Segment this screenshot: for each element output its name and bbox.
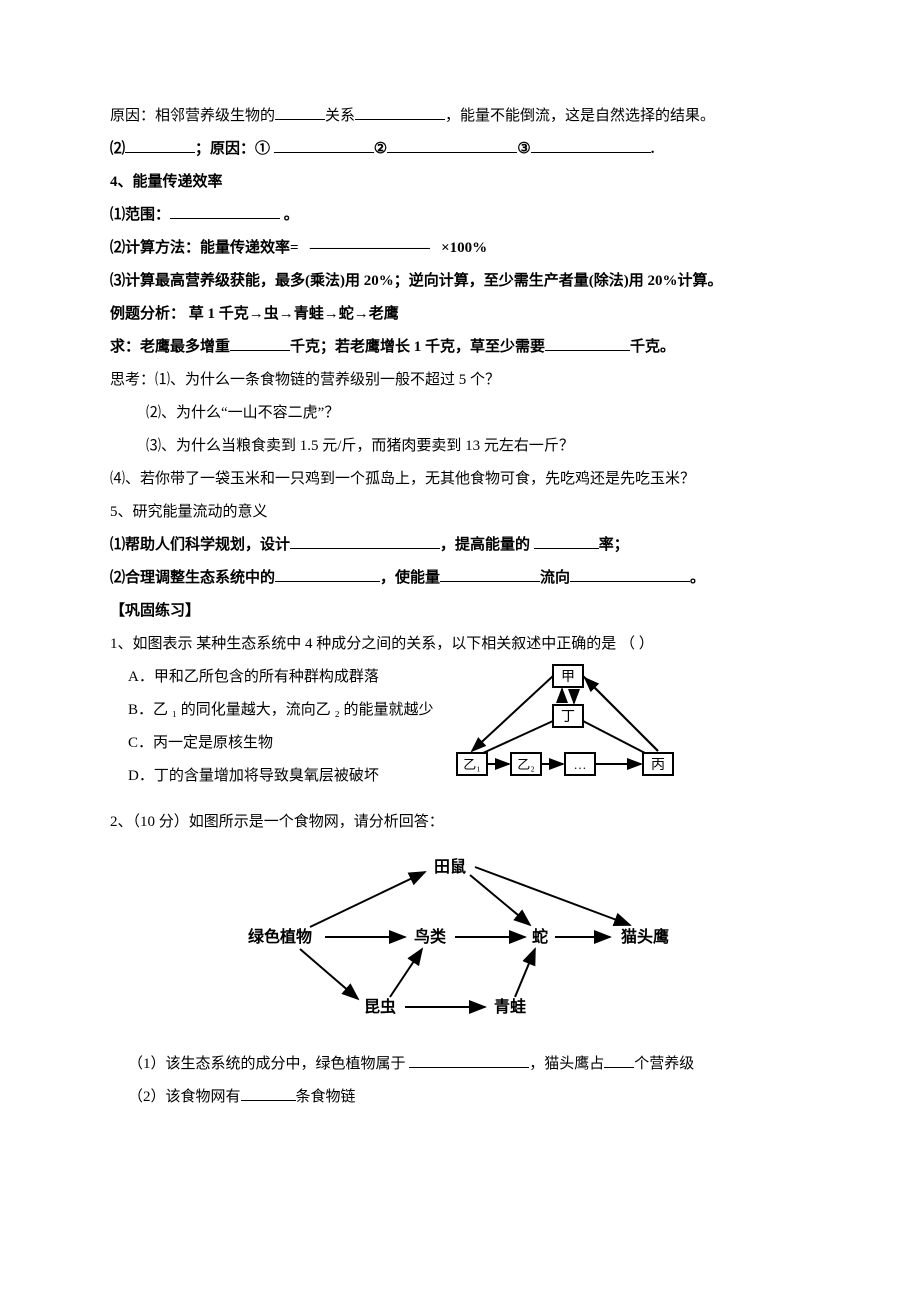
blank xyxy=(440,566,540,582)
blank xyxy=(274,137,374,153)
blank xyxy=(275,566,380,582)
svg-text:丙: 丙 xyxy=(651,758,665,773)
svg-text:甲: 甲 xyxy=(561,670,575,685)
practice-title: 【巩固练习】 xyxy=(110,595,810,628)
blank xyxy=(170,203,280,219)
svg-text:昆虫: 昆虫 xyxy=(364,997,396,1016)
q2-stem: 2、（10 分）如图所示是一个食物网，请分析回答： xyxy=(110,806,810,839)
text: 求：老鹰最多增重 xyxy=(110,339,230,355)
blank xyxy=(241,1085,296,1101)
q1-option-c: C．丙一定是原核生物 xyxy=(110,727,433,760)
food-web-diagram: 绿色植物 田鼠 鸟类 昆虫 青蛙 蛇 猫头鹰 xyxy=(110,847,810,1040)
text: （1）该生态系统的成分中，绿色植物属于 xyxy=(128,1056,409,1072)
blank xyxy=(570,566,690,582)
svg-text:鸟类: 鸟类 xyxy=(414,927,447,946)
think-q4: ⑷、若你带了一袋玉米和一只鸡到一个孤岛上，无其他食物可食，先吃鸡还是先吃玉米？ xyxy=(110,463,810,496)
heading-4: 4、能量传递效率 xyxy=(110,166,810,199)
q1-option-b: B．乙 ₁ 的同化量越大，流向乙 ₂ 的能量就越少 xyxy=(110,694,433,727)
text: 个营养级 xyxy=(634,1056,694,1072)
text: 千克；若老鹰增长 1 千克，草至少需要 xyxy=(290,339,545,355)
text: 率； xyxy=(599,537,629,553)
text: ⑴范围： xyxy=(110,207,170,223)
text: 。 xyxy=(284,207,299,223)
text: ⑵合理调整生态系统中的 xyxy=(110,570,275,586)
text: 。 xyxy=(690,570,705,586)
blank xyxy=(290,533,440,549)
blank xyxy=(275,104,325,120)
q1-option-a: A．甲和乙所包含的所有种群构成群落 xyxy=(110,661,433,694)
fraction-line: ———————— xyxy=(310,240,430,256)
text: ⑵ xyxy=(110,141,125,157)
blank xyxy=(534,533,599,549)
text: 条食物链 xyxy=(296,1089,356,1105)
text: ，提高能量的 xyxy=(440,537,530,553)
text: ② xyxy=(374,141,387,157)
svg-text:蛇: 蛇 xyxy=(532,927,548,946)
text: ，能量不能倒流，这是自然选择的结果。 xyxy=(445,108,715,124)
text: ×100% xyxy=(441,240,487,256)
text: ③ xyxy=(517,141,530,157)
q1-diagram: 甲 丁 乙₁ 乙₂ … 丙 xyxy=(453,661,683,794)
svg-text:田鼠: 田鼠 xyxy=(434,857,466,876)
q1-stem: 1、如图表示 某种生态系统中 4 种成分之间的关系，以下相关叙述中正确的是 （ … xyxy=(110,628,810,661)
text: 关系 xyxy=(325,108,355,124)
text: ，猫头鹰占 xyxy=(529,1056,604,1072)
svg-text:丁: 丁 xyxy=(561,710,575,725)
svg-text:绿色植物: 绿色植物 xyxy=(248,927,312,946)
blank xyxy=(230,335,290,351)
text: 千克。 xyxy=(630,339,675,355)
text: ⑵计算方法：能量传递效率= xyxy=(110,240,299,256)
think-q1: 思考：⑴、为什么一条食物链的营养级别一般不超过 5 个？ xyxy=(110,364,810,397)
blank xyxy=(387,137,517,153)
blank xyxy=(531,137,651,153)
blank xyxy=(409,1052,529,1068)
svg-text:…: … xyxy=(574,757,587,772)
text: . xyxy=(651,141,655,157)
text: ，使能量 xyxy=(380,570,440,586)
heading-5: 5、研究能量流动的意义 xyxy=(110,496,810,529)
text: 原因：相邻营养级生物的 xyxy=(110,108,275,124)
svg-text:乙₂: 乙₂ xyxy=(518,757,536,772)
q1-option-d: D．丁的含量增加将导致臭氧层被破坏 xyxy=(110,760,433,793)
blank xyxy=(125,137,195,153)
blank xyxy=(355,104,445,120)
think-q2: ⑵、为什么“一山不容二虎”？ xyxy=(110,397,810,430)
text: ⑴帮助人们科学规划，设计 xyxy=(110,537,290,553)
svg-text:乙₁: 乙₁ xyxy=(464,757,482,772)
svg-text:猫头鹰: 猫头鹰 xyxy=(621,927,669,946)
blank xyxy=(545,335,630,351)
text: ；原因：① xyxy=(195,141,270,157)
svg-text:青蛙: 青蛙 xyxy=(494,997,526,1016)
think-q3: ⑶、为什么当粮食卖到 1.5 元/斤，而猪肉要卖到 13 元左右一斤？ xyxy=(110,430,810,463)
text: 流向 xyxy=(540,570,570,586)
blank xyxy=(604,1052,634,1068)
text: （2）该食物网有 xyxy=(128,1089,241,1105)
example-title: 例题分析： 草 1 千克→虫→青蛙→蛇→老鹰 xyxy=(110,298,810,331)
text: ⑶计算最高营养级获能，最多(乘法)用 20%；逆向计算，至少需生产者量(除法)用… xyxy=(110,265,810,298)
